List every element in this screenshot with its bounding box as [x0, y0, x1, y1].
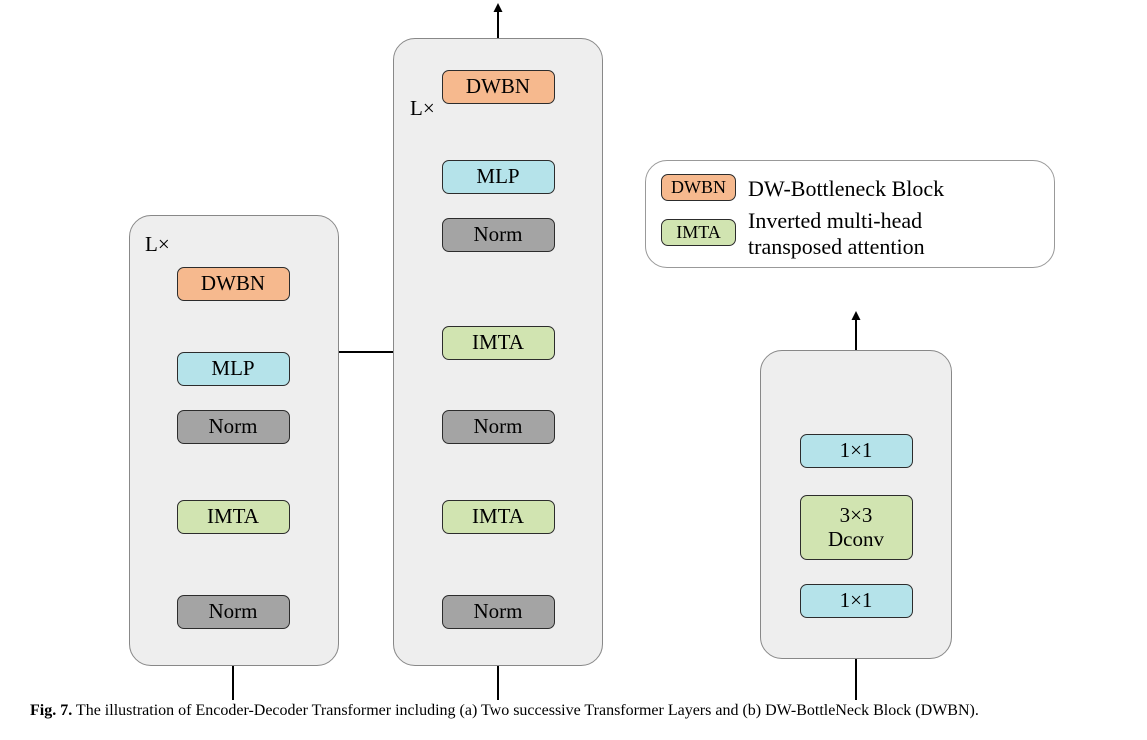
diagram-canvas: L× DWBN MLP Norm IMTA Norm L× DWBN MLP Norm IMTA No… — [0, 0, 1147, 740]
legend-dwbn-text: DW-Bottleneck Block — [748, 176, 944, 202]
decoder-dwbn-block: DWBN — [442, 70, 555, 104]
encoder-Lx-label: L× — [145, 232, 170, 257]
dwbn-dconv: 3×3Dconv — [800, 495, 913, 560]
encoder-imta-block: IMTA — [177, 500, 290, 534]
decoder-Lx-label: L× — [410, 96, 435, 121]
legend-imta-swatch: IMTA — [661, 219, 736, 246]
decoder-norm2-block: Norm — [442, 410, 555, 444]
legend-imta-text: Inverted multi-head transposed attention — [748, 208, 925, 260]
encoder-mlp-block: MLP — [177, 352, 290, 386]
decoder-mlp-block: MLP — [442, 160, 555, 194]
figure-caption: Fig. 7. The illustration of Encoder-Deco… — [30, 702, 1120, 720]
encoder-dwbn-block: DWBN — [177, 267, 290, 301]
legend-dwbn-swatch: DWBN — [661, 174, 736, 201]
decoder-norm3-block: Norm — [442, 218, 555, 252]
decoder-norm1-block: Norm — [442, 595, 555, 629]
dwbn-conv1-bot: 1×1 — [800, 584, 913, 618]
dwbn-conv1-top: 1×1 — [800, 434, 913, 468]
encoder-norm2-block: Norm — [177, 410, 290, 444]
encoder-norm1-block: Norm — [177, 595, 290, 629]
decoder-imta2-block: IMTA — [442, 326, 555, 360]
decoder-imta1-block: IMTA — [442, 500, 555, 534]
